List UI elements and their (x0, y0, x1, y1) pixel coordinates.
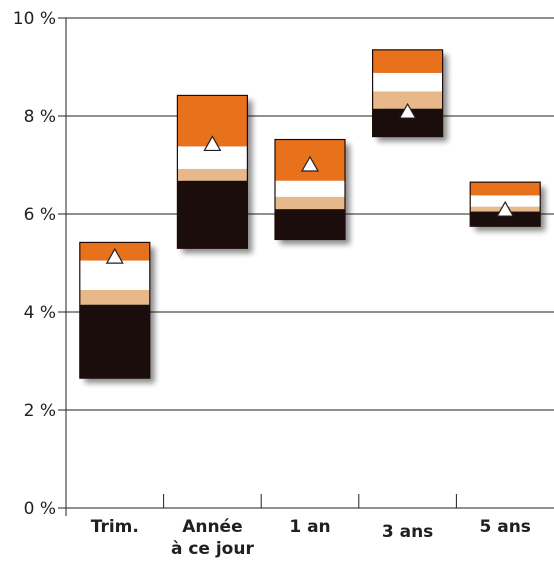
bar-outline (274, 138, 346, 241)
bar-segment (372, 72, 443, 92)
median-marker (105, 247, 124, 264)
median-marker (300, 155, 320, 172)
bar-segment (275, 209, 345, 240)
median-marker (398, 102, 417, 119)
bar-segment (79, 289, 150, 305)
x-tick-label-line: Trim. (91, 517, 139, 537)
y-tick-label: 2 % (24, 401, 56, 421)
bar-outline (469, 181, 541, 227)
bar-outline (372, 49, 444, 138)
bars (79, 49, 541, 379)
x-tick-label: 5 ans (479, 517, 530, 537)
y-tick-label: 6 % (24, 205, 56, 225)
x-tick-label-line: 5 ans (479, 517, 530, 537)
bar-segment (275, 196, 345, 210)
x-tick-label: Année à ce jour (171, 517, 255, 559)
bar-segment (470, 182, 541, 196)
y-tick-label: 0 % (24, 499, 56, 519)
bar-segment (470, 211, 541, 227)
bar-outline (176, 94, 248, 249)
x-tick-label-line: Année (182, 517, 242, 537)
x-tick-label-line: 3 ans (382, 522, 433, 542)
bar-2 (275, 139, 345, 240)
x-axis-labels: Trim. Année à ce jour 1 an 3 ans 5 ans (91, 517, 531, 559)
bar-segment (79, 304, 150, 379)
bar-segment (372, 49, 443, 73)
bar-segment (79, 260, 150, 290)
bar-outline (79, 241, 151, 379)
bar-segment (372, 91, 443, 109)
x-tick-label-line: à ce jour (171, 539, 255, 559)
bar-1 (177, 95, 248, 249)
x-tick-label: 1 an (289, 517, 330, 537)
median-marker (203, 135, 222, 152)
x-tick-label-line: 1 an (289, 517, 330, 537)
y-tick-label: 8 % (24, 107, 56, 127)
y-tick-label: 10 % (13, 9, 56, 29)
x-tick-label: 3 ans (382, 522, 433, 542)
bar-3 (372, 49, 443, 137)
x-axis-ticks (163, 494, 457, 508)
x-tick-label: Trim. (91, 517, 139, 537)
bar-segment (177, 146, 248, 169)
bar-0 (79, 242, 150, 379)
bar-segment (275, 180, 345, 197)
bar-segment (177, 180, 248, 249)
y-axis-ticks: 0 % 2 % 4 % 6 % 8 % 10 % (13, 9, 66, 519)
bar-segment (177, 168, 248, 181)
y-tick-label: 4 % (24, 303, 56, 323)
median-marker (496, 200, 515, 217)
